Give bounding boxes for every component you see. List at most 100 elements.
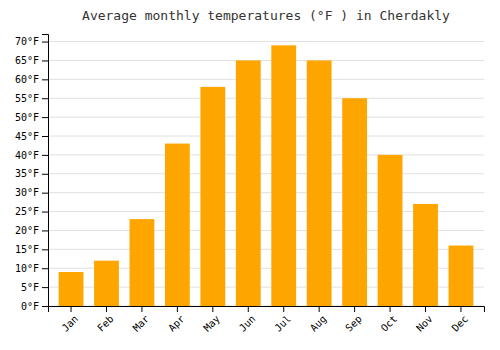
y-tick-mark [42,174,48,175]
y-tick-mark [42,193,48,194]
y-tick-label: 60°F [15,74,39,85]
y-tick-mark [42,60,48,61]
grid-line [48,41,484,42]
y-tick-mark [42,98,48,99]
y-tick-mark [42,306,48,307]
grid-line [48,117,484,118]
x-tick-mark [212,306,213,312]
x-tick-label: Dec [450,313,471,334]
grid-line [48,192,484,193]
x-tick-label: May [201,313,222,334]
bar [94,261,119,306]
page: 0°F 5°F 10°F 15°F 20°F 25°F 30°F 35°F 40°F 45°F 50… [0,0,500,350]
x-tick: Mar [131,306,152,334]
x-tick-mark [390,306,391,312]
y-tick-label: 25°F [15,206,39,217]
x-tick-label: Jul [272,313,293,334]
x-tick-label: Aug [308,313,329,334]
y-tick-label: 10°F [15,263,39,274]
bar [449,246,474,306]
bar [165,144,190,306]
x-tick-mark [248,306,249,312]
y-tick-mark [42,136,48,137]
bars [59,45,474,306]
bar [130,219,155,306]
y-tick: 5°F [21,282,48,293]
y-tick-label: 45°F [15,131,39,142]
y-tick-mark [42,268,48,269]
y-tick: 0°F [21,301,48,312]
title: Average monthly temperatures (°F ) in Ch… [82,8,450,23]
x-tick: Jan [60,306,81,334]
x-tick-mark [141,306,142,312]
bar [413,204,438,306]
x-tick-label: Nov [414,313,435,334]
y-tick: 55°F [15,93,48,104]
grid-line [48,136,484,137]
grid-line [48,79,484,80]
chart-svg: 0°F 5°F 10°F 15°F 20°F 25°F 30°F 35°F 40°F 45°F 50… [0,0,500,350]
y-tick: 10°F [15,263,48,274]
y-tick: 40°F [15,150,48,161]
x-tick: Oct [379,306,400,334]
x-tick: Nov [414,306,435,334]
y-tick-mark [42,79,48,80]
y-tick-label: 0°F [21,301,39,312]
grid-line [48,60,484,61]
x-tick-mark [319,306,320,312]
x-tick: Jun [237,306,258,334]
bar [200,87,225,306]
bar [378,155,403,306]
y-tick-label: 20°F [15,225,39,236]
y-tick-mark [42,42,48,43]
x-tick-label: Jan [60,313,81,334]
y-tick-label: 40°F [15,150,39,161]
y-tick-label: 35°F [15,168,39,179]
chart-container: 0°F 5°F 10°F 15°F 20°F 25°F 30°F 35°F 40°F 45°F 50… [0,0,500,350]
y-tick: 45°F [15,131,48,142]
x-tick: Sep [343,306,364,334]
bar [271,45,296,306]
y-tick-mark [42,230,48,231]
bar [236,60,261,306]
x-tick-mark [425,306,426,312]
x-tick-mark [354,306,355,312]
bar [59,272,84,306]
y-tick-mark [42,287,48,288]
y-tick-label: 65°F [15,55,39,66]
x-tick: Apr [166,306,187,334]
x-tick: Jul [272,306,293,334]
y-tick: 65°F [15,55,48,66]
y-tick-mark [42,249,48,250]
y-axis-line [42,35,49,307]
y-tick-mark [42,117,48,118]
y-tick: 30°F [15,187,48,198]
y-axis: 0°F 5°F 10°F 15°F 20°F 25°F 30°F 35°F 40°F 45°F 50… [15,35,49,312]
y-tick: 15°F [15,244,48,255]
y-tick: 60°F [15,74,48,85]
x-tick-label: Mar [131,313,152,334]
y-tick-label: 5°F [21,282,39,293]
x-tick-label: Jun [237,313,258,334]
y-tick-mark [42,155,48,156]
y-tick-label: 55°F [15,93,39,104]
x-tick-mark [283,306,284,312]
plot: 0°F 5°F 10°F 15°F 20°F 25°F 30°F 35°F 40°F 45°F 50… [15,35,485,334]
y-tick-mark [42,212,48,213]
grid-line [48,98,484,99]
y-tick: 25°F [15,206,48,217]
x-tick: Feb [95,306,116,334]
x-tick-label: Oct [379,313,400,334]
y-tick: 70°F [15,36,48,47]
x-axis-line [49,307,485,313]
x-tick-label: Feb [95,313,116,334]
x-tick-mark [106,306,107,312]
y-tick: 50°F [15,112,48,123]
x-axis: Jan Feb Mar Apr May Jun Jul Aug Sep Oct Nov Dec [49,306,485,334]
grid-line [48,173,484,174]
x-tick-mark [71,306,72,312]
y-tick-label: 15°F [15,244,39,255]
y-tick: 35°F [15,168,48,179]
bar [342,98,367,306]
x-tick: Aug [308,306,329,334]
